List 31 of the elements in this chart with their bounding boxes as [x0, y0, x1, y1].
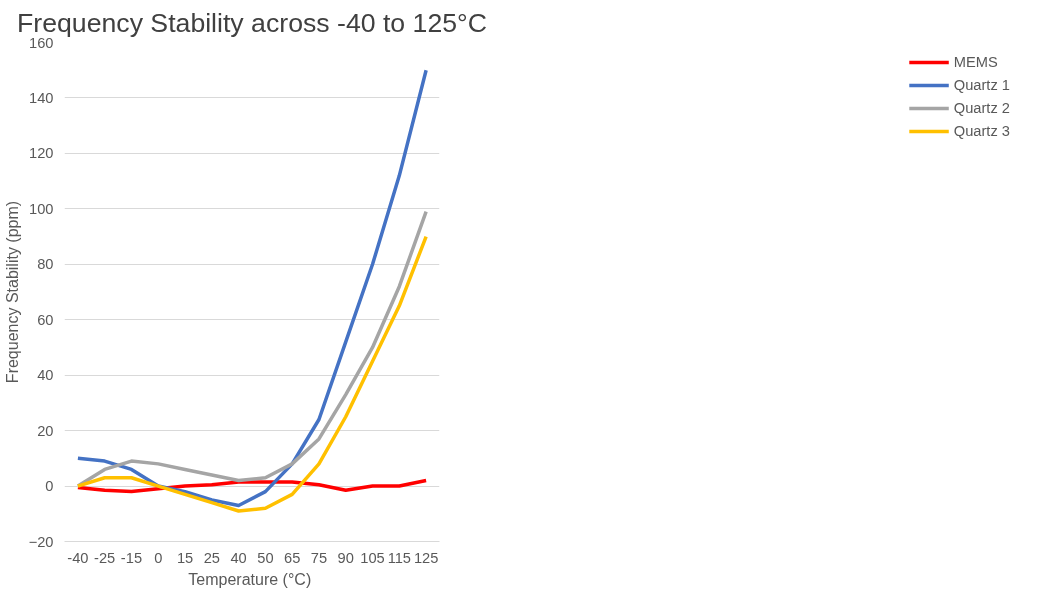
x-tick-label: 65 — [284, 549, 301, 566]
y-tick-label: 140 — [29, 89, 54, 106]
x-tick-label: -40 — [67, 549, 89, 566]
line-series — [76, 68, 428, 508]
x-tick-label: 25 — [203, 549, 220, 566]
x-tick-label: 105 — [360, 549, 385, 566]
legend-label: MEMS — [953, 54, 998, 70]
x-tick-label: 0 — [154, 549, 163, 566]
legend-label: Quartz 3 — [953, 123, 1010, 139]
x-tick-label: 90 — [337, 549, 354, 566]
legend-label: Quartz 1 — [953, 77, 1010, 93]
x-axis-title: Temperature (°C) — [188, 570, 312, 588]
x-tick-label: 115 — [387, 549, 412, 566]
y-tick-label: 40 — [37, 367, 54, 384]
y-tick-label: 60 — [37, 311, 54, 328]
line-series — [76, 234, 428, 513]
x-tick-label: 125 — [413, 549, 439, 566]
y-tick-label: 0 — [45, 478, 54, 495]
y-tick-label: 80 — [37, 256, 54, 273]
y-tick-label: 120 — [29, 145, 54, 162]
x-tick-label: -25 — [94, 549, 116, 566]
x-tick-label: 40 — [230, 549, 247, 566]
x-tick-label: -15 — [120, 549, 143, 566]
x-tick-label: 15 — [176, 549, 194, 566]
x-tick-label: 50 — [257, 549, 274, 566]
y-axis-title: Frequency Stability (ppm) — [3, 200, 21, 384]
y-tick-label: 100 — [29, 200, 54, 217]
y-tick-label: 20 — [37, 422, 54, 439]
y-tick-label: −20 — [28, 533, 54, 550]
legend-label: Quartz 2 — [953, 100, 1010, 116]
x-tick-label: 75 — [310, 549, 328, 566]
